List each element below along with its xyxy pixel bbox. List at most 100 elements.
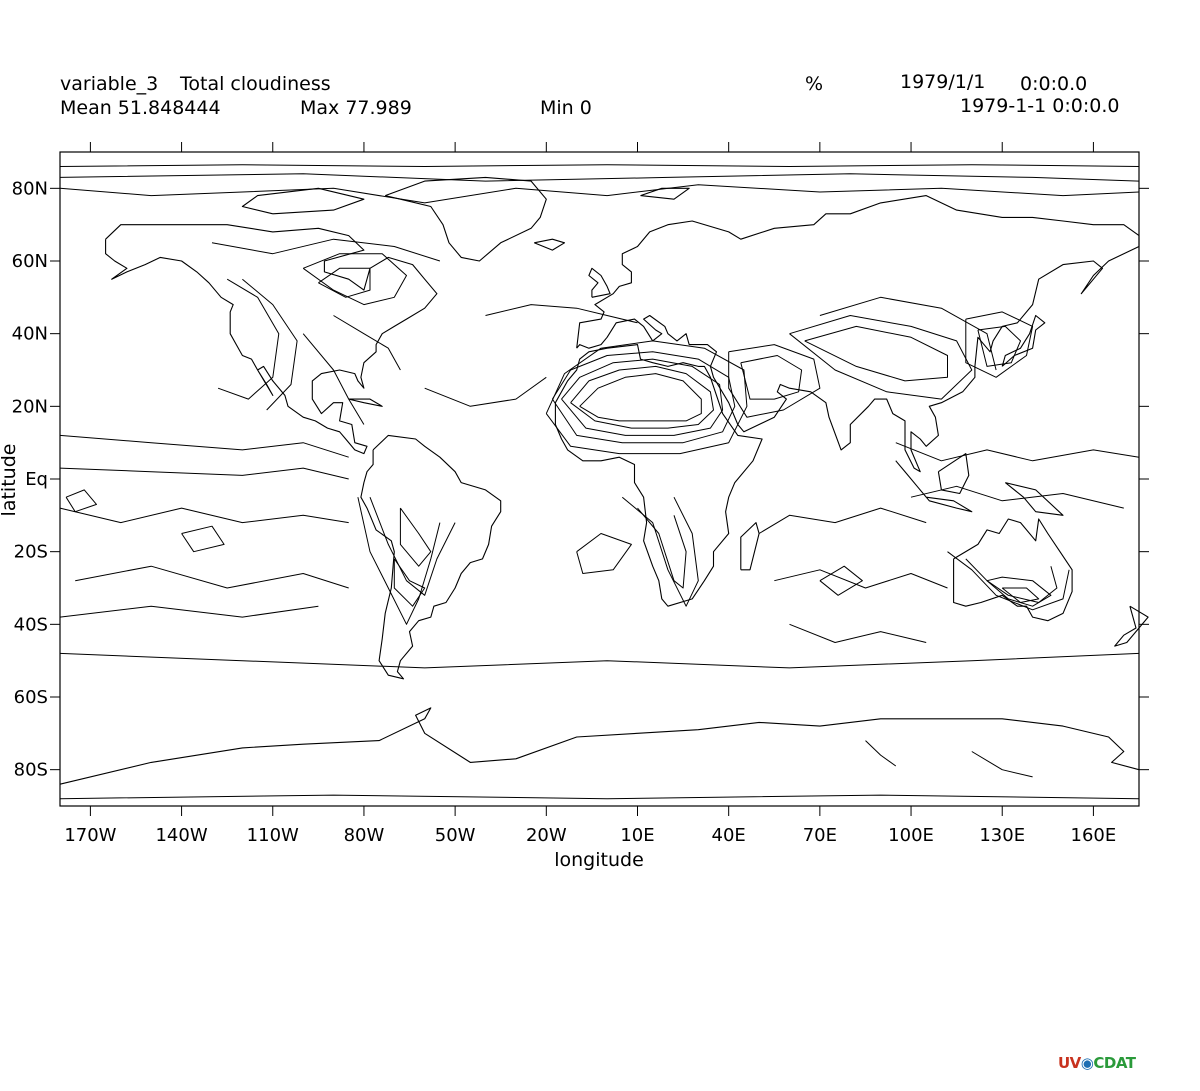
contour-map: 170W 140W 110W 80W 50W 20W 10E 40E 70E 100E 130E 16… bbox=[0, 142, 1149, 871]
contour-line bbox=[804, 325, 948, 382]
contour-line bbox=[758, 507, 927, 534]
contour-line bbox=[947, 551, 1070, 611]
contour-line bbox=[424, 376, 547, 407]
coastline-greenland bbox=[385, 176, 547, 262]
contour-line bbox=[819, 296, 997, 371]
contour-line bbox=[59, 794, 1140, 800]
coastline-uk bbox=[588, 267, 611, 298]
coastline-borneo bbox=[937, 453, 970, 495]
contour-line bbox=[181, 525, 225, 553]
x-tick-label: 40E bbox=[712, 825, 746, 846]
x-tick-label: 130E bbox=[979, 825, 1025, 846]
x-tick-label: 10E bbox=[620, 825, 654, 846]
coastline-south-america bbox=[360, 434, 502, 680]
contour-line bbox=[302, 333, 365, 425]
coastline-north-america bbox=[105, 224, 438, 455]
contour-line bbox=[302, 253, 407, 306]
max-value: Max 77.989 bbox=[300, 97, 412, 119]
y-tick-label: 40N bbox=[12, 324, 48, 345]
coastline-cuba bbox=[348, 398, 383, 407]
contour-line bbox=[369, 497, 456, 596]
coastline-eurasia bbox=[576, 195, 1140, 473]
coastline-new-zealand bbox=[1114, 605, 1149, 647]
date-label: 1979/1/1 bbox=[900, 71, 986, 93]
contour-line bbox=[965, 311, 1034, 378]
contour-line bbox=[819, 565, 863, 596]
contour-line bbox=[971, 751, 1033, 778]
y-tick-label: Eq bbox=[25, 469, 48, 490]
coastlines bbox=[59, 176, 1149, 785]
contour-line bbox=[217, 278, 280, 400]
logo-cdat-text: CDAT bbox=[1093, 1054, 1136, 1072]
uvcdat-logo: UV◉CDAT bbox=[1058, 1054, 1136, 1072]
x-tick-label: 70E bbox=[803, 825, 837, 846]
contour-line bbox=[774, 569, 948, 589]
contour-line bbox=[910, 485, 1124, 509]
y-tick-label: 20S bbox=[14, 542, 48, 563]
coastline-svalbard bbox=[640, 187, 690, 200]
y-tick-label: 60S bbox=[14, 687, 48, 708]
contour-line bbox=[65, 489, 97, 513]
x-axis-title: longitude bbox=[554, 849, 644, 871]
x-tick-label: 170W bbox=[64, 825, 116, 846]
coastline-madagascar bbox=[740, 522, 760, 571]
y-tick-label: 40S bbox=[14, 614, 48, 635]
variable-name: variable_3 bbox=[60, 73, 159, 95]
contour-line bbox=[545, 340, 748, 455]
contour-line bbox=[561, 358, 724, 436]
coastline-new-guinea bbox=[1004, 482, 1064, 516]
contour-line bbox=[986, 576, 1052, 607]
contour-line bbox=[895, 442, 1140, 462]
y-tick-label: 60N bbox=[12, 251, 48, 272]
coastline-indonesia bbox=[895, 460, 973, 513]
y-axis-title: latitude bbox=[0, 444, 20, 517]
contour-line bbox=[728, 344, 821, 418]
units-label: % bbox=[805, 73, 824, 95]
contour-line bbox=[242, 278, 298, 411]
logo-uv-text: UV bbox=[1058, 1054, 1081, 1072]
coastline-australia bbox=[953, 518, 1073, 622]
coastline-japan bbox=[1001, 314, 1046, 367]
contour-line bbox=[211, 238, 441, 262]
contour-line bbox=[59, 164, 1140, 167]
contour-line bbox=[357, 497, 441, 625]
contour-line bbox=[399, 507, 432, 567]
contour-line bbox=[59, 507, 349, 524]
contour-line bbox=[333, 315, 401, 371]
contour-line bbox=[965, 558, 1058, 603]
y-tick-label: 80N bbox=[12, 178, 48, 199]
contour-line bbox=[551, 351, 736, 444]
coastline-africa bbox=[554, 344, 763, 607]
x-tick-label: 50W bbox=[435, 825, 476, 846]
contour-line bbox=[485, 304, 638, 324]
contour-line bbox=[789, 315, 973, 400]
contour-line bbox=[59, 467, 349, 480]
contour-line bbox=[865, 740, 897, 767]
x-tick-label: 140W bbox=[155, 825, 207, 846]
contour-lines bbox=[59, 164, 1140, 800]
contour-line bbox=[570, 365, 714, 429]
time-label: 0:0:0.0 bbox=[1020, 73, 1088, 95]
coastline-antarctica bbox=[59, 707, 1140, 785]
contour-line bbox=[318, 267, 371, 298]
contour-line bbox=[75, 565, 349, 589]
contour-line bbox=[59, 434, 349, 458]
contour-line bbox=[637, 507, 687, 589]
coastline-arctic-islands bbox=[241, 187, 365, 215]
contour-line bbox=[59, 184, 1140, 204]
contour-line bbox=[59, 652, 1140, 669]
x-tick-label: 20W bbox=[526, 825, 567, 846]
x-tick-label: 110W bbox=[247, 825, 299, 846]
x-tick-label: 100E bbox=[888, 825, 934, 846]
axis-tick-labels: 170W 140W 110W 80W 50W 20W 10E 40E 70E 100E 130E 16… bbox=[12, 178, 1117, 846]
contour-line bbox=[393, 558, 426, 607]
x-tick-label: 160E bbox=[1071, 825, 1117, 846]
x-tick-label: 80W bbox=[344, 825, 385, 846]
y-tick-label: 20N bbox=[12, 396, 48, 417]
mean-value: Mean 51.848444 bbox=[60, 97, 221, 119]
map-frame bbox=[59, 151, 1140, 807]
contour-line bbox=[579, 373, 702, 422]
contour-line bbox=[59, 605, 319, 618]
y-tick-label: 80S bbox=[14, 760, 48, 781]
globe-icon: ◉ bbox=[1080, 1054, 1094, 1072]
